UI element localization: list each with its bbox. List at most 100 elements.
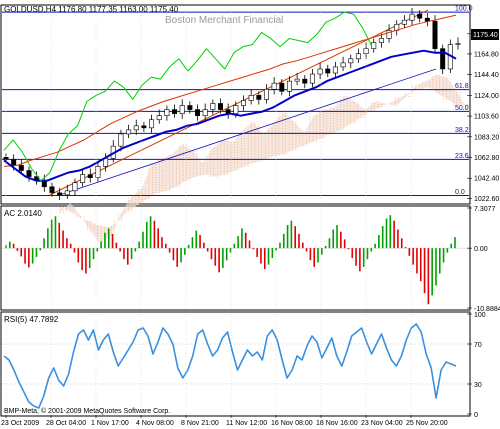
rsi-tick-label: 70 bbox=[474, 342, 482, 349]
fibo-level-label: 0.0 bbox=[455, 189, 465, 196]
candle-body bbox=[386, 30, 392, 39]
candle-body bbox=[195, 109, 201, 116]
price-panel: 100.0 61.8 50.0 38.2 23.6 0.0 bbox=[2, 6, 473, 244]
candle-body bbox=[64, 190, 70, 196]
candle-body bbox=[332, 66, 338, 74]
candle-body bbox=[286, 80, 292, 92]
candle-body bbox=[164, 109, 170, 116]
candle-body bbox=[233, 105, 239, 114]
x-tick-label: 11 Nov 12:00 bbox=[226, 420, 267, 427]
price-tick-label: 1144.40 bbox=[474, 72, 499, 79]
x-tick-label: 1 Nov 17:00 bbox=[91, 420, 129, 427]
x-tick-label: 23 Nov 04:00 bbox=[361, 420, 403, 427]
candle-body bbox=[133, 125, 139, 131]
candle-body bbox=[455, 43, 461, 45]
candle-body bbox=[72, 182, 78, 192]
ac-label: AC 2.0140 bbox=[4, 209, 42, 218]
candle-body bbox=[401, 19, 407, 25]
x-tick-label: 4 Nov 08:00 bbox=[136, 420, 174, 427]
candle-body bbox=[417, 13, 423, 19]
price-tick-label: 1103.60 bbox=[474, 114, 499, 121]
copyright-footer: BMP-Meta, © 2001-2009 MetaQuotes Softwar… bbox=[4, 407, 170, 415]
candle-body bbox=[355, 53, 361, 60]
candle-body bbox=[240, 100, 246, 106]
price-tick-label: 1164.80 bbox=[474, 51, 499, 58]
price-tick-label: 1062.80 bbox=[474, 155, 499, 162]
candle-body bbox=[210, 103, 216, 110]
candle-body bbox=[156, 115, 162, 121]
candle-body bbox=[218, 103, 224, 110]
fibo-level-label: 100.0 bbox=[455, 6, 473, 13]
candle-body bbox=[118, 133, 124, 147]
ac-panel bbox=[2, 215, 469, 305]
candle-body bbox=[95, 166, 101, 178]
ac-panel-frame bbox=[0, 205, 471, 311]
symbol-header: GOLDUSD,H4 1176.80 1177.35 1163.00 1175.… bbox=[4, 5, 179, 14]
candle-body bbox=[432, 20, 438, 49]
kijun-line bbox=[3, 49, 457, 182]
fibo-level-label: 23.6 bbox=[455, 153, 469, 160]
price-tick-label: 1083.20 bbox=[474, 134, 499, 141]
candle-body bbox=[202, 109, 208, 116]
candle-body bbox=[172, 109, 178, 114]
price-box-value: 1175.40 bbox=[473, 32, 498, 39]
candle-body bbox=[11, 159, 17, 166]
trendline-upper bbox=[49, 9, 429, 196]
candle-body bbox=[424, 17, 430, 22]
candle-body bbox=[302, 78, 308, 84]
x-tick-label: 23 Oct 2009 bbox=[1, 420, 39, 427]
candle-body bbox=[49, 186, 55, 194]
candle-body bbox=[378, 38, 384, 43]
candle-body bbox=[57, 192, 63, 196]
price-box bbox=[471, 29, 499, 40]
candle-body bbox=[248, 95, 254, 101]
price-tick-label: 1124.00 bbox=[474, 93, 499, 100]
moving-average-line bbox=[3, 14, 457, 167]
rsi-tick-label: 30 bbox=[474, 382, 482, 389]
x-tick-label: 8 Nov 21:00 bbox=[181, 420, 219, 427]
chikou-line bbox=[3, 11, 373, 182]
x-tick-label: 18 Nov 16:00 bbox=[316, 420, 358, 427]
x-tick-label: 16 Nov 08:00 bbox=[271, 420, 313, 427]
fibo-level-label: 50.0 bbox=[455, 105, 469, 112]
candle-body bbox=[279, 82, 285, 92]
candle-body bbox=[87, 174, 93, 178]
candle-body bbox=[179, 105, 185, 114]
fibo-level-label: 61.8 bbox=[455, 83, 469, 90]
x-tick-label: 25 Nov 20:00 bbox=[406, 420, 448, 427]
rsi-panel-frame bbox=[0, 311, 471, 417]
x-tick-label: 28 Oct 04:00 bbox=[46, 420, 86, 427]
candle-body bbox=[26, 170, 32, 177]
candle-body bbox=[126, 129, 132, 135]
rsi-tick-label: 100 bbox=[474, 312, 486, 319]
candle-body bbox=[340, 62, 346, 68]
candle-body bbox=[18, 165, 24, 171]
candle-body bbox=[263, 88, 269, 100]
candle-body bbox=[348, 58, 354, 64]
price-tick-label: 1022.60 bbox=[474, 196, 499, 203]
rsi-label: RSI(5) 47.7892 bbox=[4, 315, 59, 324]
candle-body bbox=[80, 174, 86, 183]
candle-body bbox=[271, 82, 277, 90]
rsi-tick-label: 0 bbox=[474, 412, 478, 419]
candle-body bbox=[256, 95, 262, 100]
rsi-panel bbox=[2, 323, 469, 409]
candle-body bbox=[141, 125, 147, 129]
ac-tick-label: 7.3077 bbox=[474, 206, 496, 213]
rsi-line bbox=[3, 323, 457, 409]
price-tick-label: 1042.40 bbox=[474, 176, 499, 183]
candle-body bbox=[294, 78, 300, 82]
ac-tick-label: -10.8884 bbox=[474, 306, 500, 313]
candle-body bbox=[317, 68, 323, 75]
price-panel-frame bbox=[0, 4, 471, 205]
watermark: Boston Merchant Financial bbox=[165, 15, 283, 26]
candle-body bbox=[440, 48, 446, 70]
fibo-level-label: 38.2 bbox=[455, 127, 469, 134]
candle-body bbox=[371, 42, 377, 49]
candle-body bbox=[325, 68, 331, 74]
candle-body bbox=[149, 119, 155, 129]
candle-body bbox=[409, 13, 415, 21]
candle-body bbox=[309, 73, 315, 84]
